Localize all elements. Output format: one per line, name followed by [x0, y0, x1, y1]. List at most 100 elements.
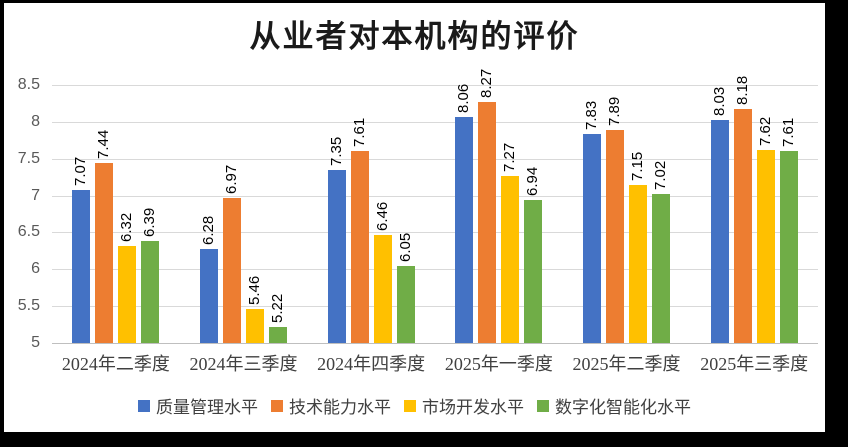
- bar-slot: 8.06: [455, 84, 474, 343]
- bar-slot: 7.44: [95, 85, 114, 343]
- bar-slot: 7.02: [652, 85, 671, 343]
- legend-swatch: [271, 399, 283, 412]
- bar: [652, 194, 671, 343]
- bar: [373, 235, 392, 343]
- bar-value-label: 7.07: [72, 157, 90, 187]
- bar-slot: 8.18: [733, 75, 752, 343]
- bar-value-label: 7.89: [606, 96, 624, 126]
- gridline: [52, 306, 818, 308]
- bar-value-label: 7.61: [350, 117, 368, 147]
- bar-value-label: 7.35: [327, 136, 345, 166]
- bar: [733, 108, 752, 343]
- bar-value-label: 7.83: [583, 101, 601, 131]
- bar: [72, 190, 91, 343]
- gridline: [52, 158, 818, 160]
- bar-slot: 6.94: [524, 85, 543, 343]
- bar-value-label: 7.02: [652, 160, 670, 191]
- x-category-label: 2024年二季度: [61, 354, 170, 374]
- chart-card: 从业者对本机构的评价 7.07 7.44 6.32 6.39 6.28 6.97 5.46 5…: [4, 3, 825, 432]
- bar-slot: 6.05: [396, 85, 415, 343]
- bar: [350, 150, 369, 343]
- legend-label: 质量管理水平: [156, 398, 258, 417]
- y-tick-label: 6.5: [17, 223, 40, 241]
- legend-swatch: [404, 399, 416, 412]
- bar: [478, 101, 497, 343]
- gridline: [52, 121, 818, 123]
- legend-label: 市场开发水平: [422, 398, 524, 417]
- bar: [200, 248, 218, 343]
- bar-groups: 7.07 7.44 6.32 6.39 6.28 6.97 5.46 5.22 7.35 7.61…: [52, 69, 818, 343]
- gridline: [52, 269, 818, 271]
- bar-slot: 7.07: [72, 85, 91, 343]
- bar: [606, 129, 625, 343]
- chart-title: 从业者对本机构的评价: [249, 19, 580, 54]
- legend-swatch: [138, 399, 150, 412]
- bar: [501, 175, 520, 343]
- gridline: [52, 195, 818, 197]
- bar: [779, 150, 798, 343]
- bar-value-label: 7.15: [629, 151, 647, 181]
- bar-slot: 7.62: [756, 85, 775, 343]
- y-tick-label: 7: [31, 186, 40, 204]
- bar-value-label: 6.05: [396, 232, 414, 262]
- bar-slot: 6.28: [200, 85, 218, 343]
- bar: [118, 245, 137, 343]
- bar-value-label: 8.03: [710, 86, 728, 116]
- bar-slot: 6.46: [373, 85, 392, 343]
- bar: [629, 184, 648, 343]
- bar-value-label: 6.97: [223, 164, 240, 194]
- bar-slot: 7.35: [327, 85, 346, 343]
- bar-slot: 6.32: [118, 85, 137, 343]
- bar-slot: 7.61: [779, 85, 798, 343]
- bar: [95, 163, 114, 343]
- bar-slot: 7.61: [350, 85, 369, 343]
- bar-slot: 7.15: [629, 85, 648, 343]
- bar: [583, 134, 602, 343]
- x-category-label: 2025年一季度: [444, 354, 553, 374]
- bar-slot: 5.22: [269, 85, 287, 343]
- legend-item: 数字化智能化水平: [537, 393, 691, 418]
- bar: [327, 169, 346, 343]
- y-axis-labels: 5 5.5 6 6.5 7 7.5 8 8.5: [4, 76, 46, 351]
- bar-value-label: 7.62: [756, 116, 774, 146]
- bar-value-label: 6.32: [118, 212, 136, 242]
- y-tick-label: 8: [31, 112, 40, 130]
- bar-slot: 7.89: [606, 85, 625, 343]
- bar: [524, 200, 543, 343]
- bar-group: 7.83 7.89 7.15 7.02: [563, 85, 691, 343]
- bar-value-label: 8.27: [478, 68, 496, 98]
- legend: 质量管理水平 技术能力水平 市场开发水平 数字化智能化水平: [4, 393, 825, 418]
- x-category-label: 2024年三季度: [189, 354, 298, 374]
- legend-label: 数字化智能化水平: [555, 398, 691, 417]
- bar-slot: 6.39: [141, 85, 160, 343]
- legend-item: 市场开发水平: [404, 393, 524, 418]
- bar: [396, 265, 415, 343]
- legend-item: 技术能力水平: [271, 393, 391, 418]
- legend-item: 质量管理水平: [138, 393, 258, 418]
- bar-value-label: 5.22: [269, 293, 286, 323]
- bar-value-label: 7.27: [501, 142, 519, 172]
- bar-group: 6.28 6.97 5.46 5.22: [180, 85, 308, 343]
- bar-group: 7.07 7.44 6.32 6.39: [52, 85, 180, 343]
- bar-group: 8.03 8.18 7.62 7.61: [690, 75, 818, 343]
- bar-value-label: 6.94: [524, 166, 542, 196]
- plot-area: 7.07 7.44 6.32 6.39 6.28 6.97 5.46 5.22 7.35 7.61…: [52, 69, 818, 344]
- gridline: [52, 85, 818, 86]
- bar-group: 8.06 8.27 7.27 6.94: [435, 69, 563, 343]
- bar-slot: 7.83: [583, 85, 602, 343]
- bar-value-label: 6.39: [141, 207, 159, 237]
- y-tick-label: 5: [31, 334, 40, 351]
- bar: [246, 309, 264, 343]
- bar-slot: 6.97: [223, 85, 241, 343]
- bar-value-label: 8.06: [455, 84, 473, 114]
- bar-group: 7.35 7.61 6.46 6.05: [307, 85, 435, 343]
- bar-value-label: 5.46: [246, 275, 263, 306]
- y-tick-label: 8.5: [17, 76, 40, 93]
- bar: [141, 240, 160, 343]
- bar-slot: 8.03: [710, 85, 729, 343]
- y-tick-label: 6: [31, 260, 40, 278]
- legend-label: 技术能力水平: [289, 398, 391, 417]
- bar-value-label: 6.28: [200, 215, 217, 245]
- bar: [269, 326, 287, 343]
